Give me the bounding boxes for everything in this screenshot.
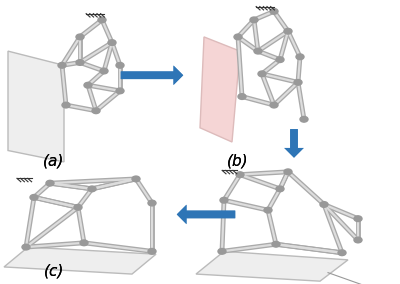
Circle shape xyxy=(270,9,278,14)
Polygon shape xyxy=(196,251,348,281)
Circle shape xyxy=(46,180,54,186)
Text: (a): (a) xyxy=(43,154,65,169)
Polygon shape xyxy=(200,37,240,142)
Circle shape xyxy=(258,71,266,77)
Circle shape xyxy=(284,169,292,175)
Circle shape xyxy=(354,237,362,243)
Circle shape xyxy=(88,186,96,192)
Circle shape xyxy=(116,88,124,94)
Circle shape xyxy=(320,202,328,207)
Circle shape xyxy=(354,216,362,222)
Circle shape xyxy=(80,240,88,246)
Circle shape xyxy=(84,82,92,88)
Circle shape xyxy=(270,102,278,108)
Circle shape xyxy=(92,108,100,114)
Text: (b): (b) xyxy=(227,154,249,169)
Circle shape xyxy=(238,94,246,99)
Circle shape xyxy=(254,48,262,54)
Circle shape xyxy=(148,200,156,206)
Circle shape xyxy=(250,17,258,23)
Circle shape xyxy=(22,244,30,250)
Circle shape xyxy=(272,241,280,247)
Circle shape xyxy=(100,68,108,74)
Text: (b): (b) xyxy=(227,154,249,169)
Circle shape xyxy=(264,207,272,213)
Text: (c): (c) xyxy=(44,263,64,278)
Circle shape xyxy=(294,80,302,85)
Circle shape xyxy=(338,250,346,256)
Circle shape xyxy=(116,62,124,68)
Circle shape xyxy=(76,60,84,65)
Circle shape xyxy=(148,248,156,254)
Text: (c): (c) xyxy=(44,263,64,278)
Circle shape xyxy=(74,204,82,210)
Circle shape xyxy=(276,186,284,192)
Circle shape xyxy=(276,57,284,62)
Circle shape xyxy=(132,176,140,182)
Circle shape xyxy=(220,197,228,203)
Circle shape xyxy=(108,40,116,45)
Polygon shape xyxy=(8,51,64,162)
Circle shape xyxy=(284,28,292,34)
Circle shape xyxy=(62,102,70,108)
Circle shape xyxy=(30,195,38,200)
Polygon shape xyxy=(4,247,156,274)
Circle shape xyxy=(236,172,244,178)
Circle shape xyxy=(300,116,308,122)
Text: (a): (a) xyxy=(43,154,65,169)
Circle shape xyxy=(218,248,226,254)
Circle shape xyxy=(296,54,304,60)
Circle shape xyxy=(234,34,242,40)
Circle shape xyxy=(58,62,66,68)
Circle shape xyxy=(98,17,106,23)
Circle shape xyxy=(76,34,84,40)
